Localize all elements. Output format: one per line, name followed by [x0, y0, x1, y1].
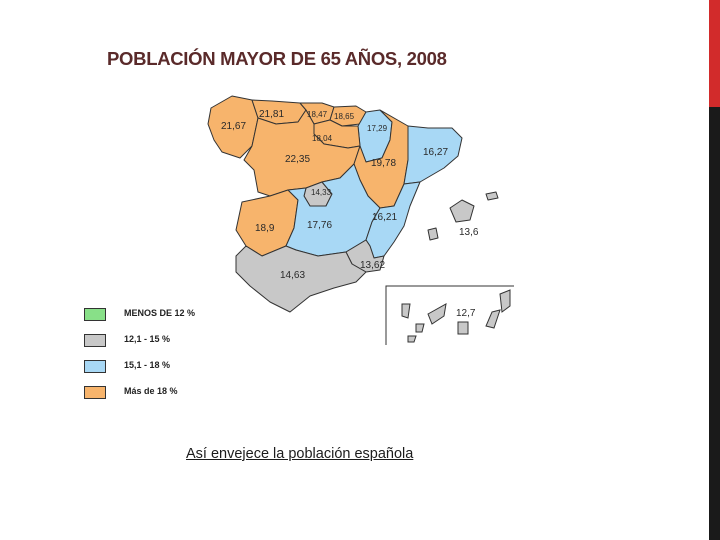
legend-swatch — [84, 360, 106, 373]
legend-label: Más de 18 % — [124, 386, 178, 396]
legend-item: 15,1 - 18 % — [84, 360, 244, 374]
legend-label: MENOS DE 12 % — [124, 308, 196, 318]
label-navarra: 17,29 — [367, 124, 388, 133]
label-comunidad-valenciana: 16,21 — [372, 212, 397, 223]
slide-side-bar — [709, 0, 720, 540]
label-canarias: 12,7 — [456, 308, 476, 319]
label-cantabria: 18,47 — [307, 110, 328, 119]
legend-swatch — [84, 308, 106, 321]
map-title: POBLACIÓN MAYOR DE 65 AÑOS, 2008 — [107, 48, 447, 69]
label-asturias: 21,81 — [259, 109, 284, 120]
region-galicia — [207, 95, 259, 159]
region-cataluna — [403, 125, 463, 185]
region-canarias-el-hierro — [407, 335, 417, 343]
label-andalucia: 14,63 — [280, 270, 305, 281]
region-canarias-lanzarote — [499, 289, 511, 313]
label-castilla-y-leon: 22,35 — [285, 154, 310, 165]
legend-swatch — [84, 334, 106, 347]
region-canarias-la-palma — [401, 303, 411, 319]
legend-label: 15,1 - 18 % — [124, 360, 171, 370]
region-canarias-la-gomera — [415, 323, 425, 333]
region-baleares-menorca — [485, 191, 499, 201]
label-cataluna: 16,27 — [423, 147, 448, 158]
region-canarias-fuerteventura — [485, 309, 501, 329]
caption-link[interactable]: Así envejece la población española — [186, 446, 414, 462]
region-andalucia — [235, 245, 367, 313]
legend-label: 12,1 - 15 % — [124, 334, 171, 344]
label-islas-baleares: 13,6 — [459, 227, 479, 238]
legend-item: Más de 18 % — [84, 386, 244, 400]
label-la-rioja: 18,04 — [312, 134, 333, 143]
region-baleares-ibiza — [427, 227, 439, 241]
label-galicia: 21,67 — [221, 121, 246, 132]
slide-side-bar-accent — [709, 0, 720, 107]
legend-item: MENOS DE 12 % — [84, 308, 244, 322]
label-aragon: 19,78 — [371, 158, 396, 169]
label-pais-vasco: 18,65 — [334, 112, 355, 121]
label-madrid: 14,33 — [311, 188, 332, 197]
legend-swatch — [84, 386, 106, 399]
label-castilla-la-mancha: 17,76 — [307, 220, 332, 231]
region-baleares-mallorca — [449, 199, 475, 223]
region-canarias-tenerife — [427, 303, 447, 325]
legend-item: 12,1 - 15 % — [84, 334, 244, 348]
label-murcia: 13,62 — [360, 260, 385, 271]
canarias-inset-frame — [385, 285, 514, 345]
label-extremadura: 18,9 — [255, 223, 275, 234]
region-canarias-gran-canaria — [457, 321, 469, 335]
